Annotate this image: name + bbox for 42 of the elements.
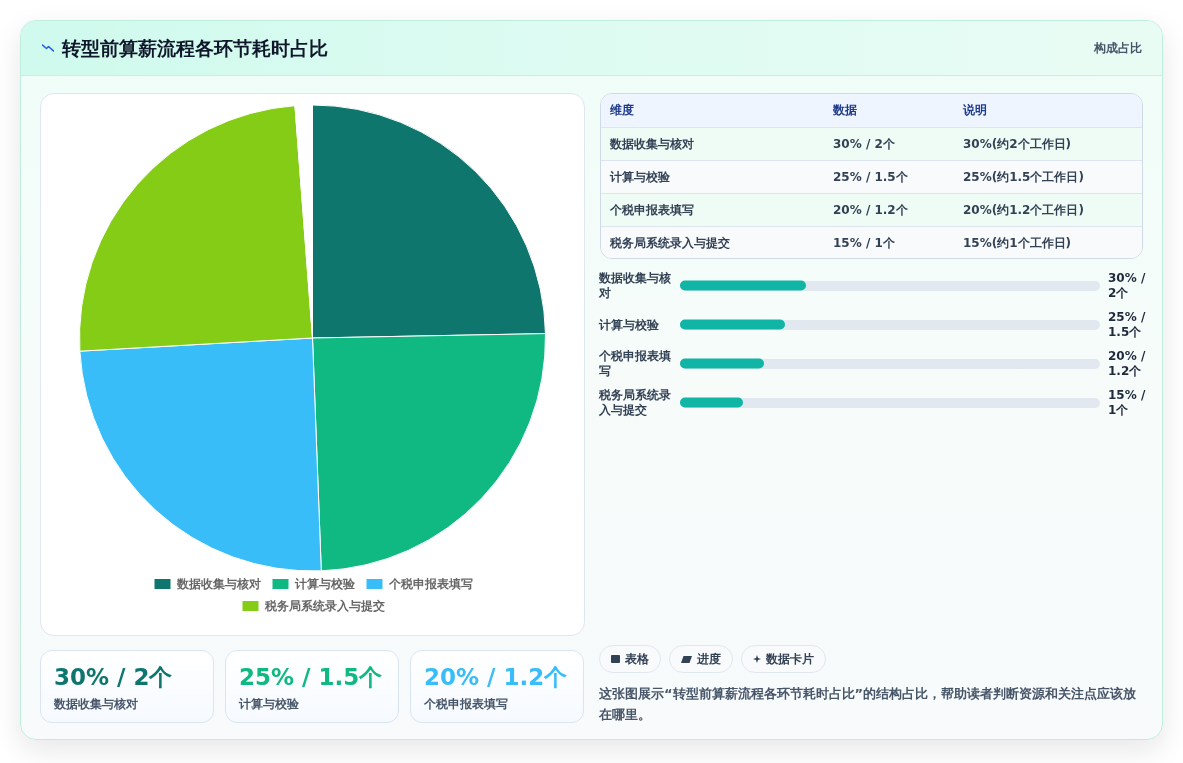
text: 25%(约1.5个工作日) <box>962 169 1085 186</box>
data-label: 25% / 1.5个 <box>1108 310 1150 339</box>
text: 20%(约1.2个工作日) <box>962 202 1085 219</box>
text: 转型前算薪流程各环节耗时占比 <box>62 36 328 61</box>
y-tick-label: 数据收集与核对 <box>598 271 671 300</box>
text: 30%(约2个工作日) <box>962 136 1073 153</box>
text: 这张图展示“转型前算薪流程各环节耗时占比”的结构占比，帮助读者判断资源和关注点应该放在哪里。 <box>599 685 1138 724</box>
text: 构成占比 <box>1094 40 1142 57</box>
legend-label: 个税申报表填写 <box>387 577 473 591</box>
legend-label: 计算与校验 <box>293 577 356 591</box>
legend-label: 税务局系统录入与提交 <box>263 599 385 613</box>
bar <box>680 397 743 408</box>
text: 数据收集与核对 <box>609 136 695 153</box>
data-label: 20% / 1.2个 <box>1108 349 1150 378</box>
text: 数据卡片 <box>766 650 814 668</box>
data-label: 15% / 1个 <box>1108 388 1150 417</box>
text: 数据 <box>832 102 858 119</box>
legend-label: 数据收集与核对 <box>175 577 261 591</box>
text: 25% / 1.5个 <box>832 169 909 186</box>
text: 20% / 1.2个 <box>832 202 909 219</box>
text: 税务局系统录入与提交 <box>609 235 731 252</box>
text: 25% / 1.5个 <box>239 663 383 691</box>
text: 说明 <box>962 102 988 119</box>
bar <box>680 319 785 330</box>
text: 计算与校验 <box>239 696 299 713</box>
bar <box>680 358 764 369</box>
text: 个税申报表填写 <box>609 202 695 219</box>
y-tick-label: 个税申报表填写 <box>598 349 671 378</box>
y-tick-label: 税务局系统录入与提交 <box>598 388 671 417</box>
text: 15%(约1个工作日) <box>962 235 1073 252</box>
text: 20% / 1.2个 <box>424 663 568 691</box>
y-tick-label: 计算与校验 <box>598 317 660 332</box>
data-label: 30% / 2个 <box>1108 271 1150 300</box>
text: 数据收集与核对 <box>54 696 138 713</box>
text: 30% / 2个 <box>54 663 173 691</box>
text: 进度 <box>697 650 721 668</box>
text: 表格 <box>625 650 649 668</box>
text: 个税申报表填写 <box>424 696 508 713</box>
text: 30% / 2个 <box>832 136 896 153</box>
text: 维度 <box>609 102 635 119</box>
text: 15% / 1个 <box>832 235 896 252</box>
bar <box>680 280 806 291</box>
